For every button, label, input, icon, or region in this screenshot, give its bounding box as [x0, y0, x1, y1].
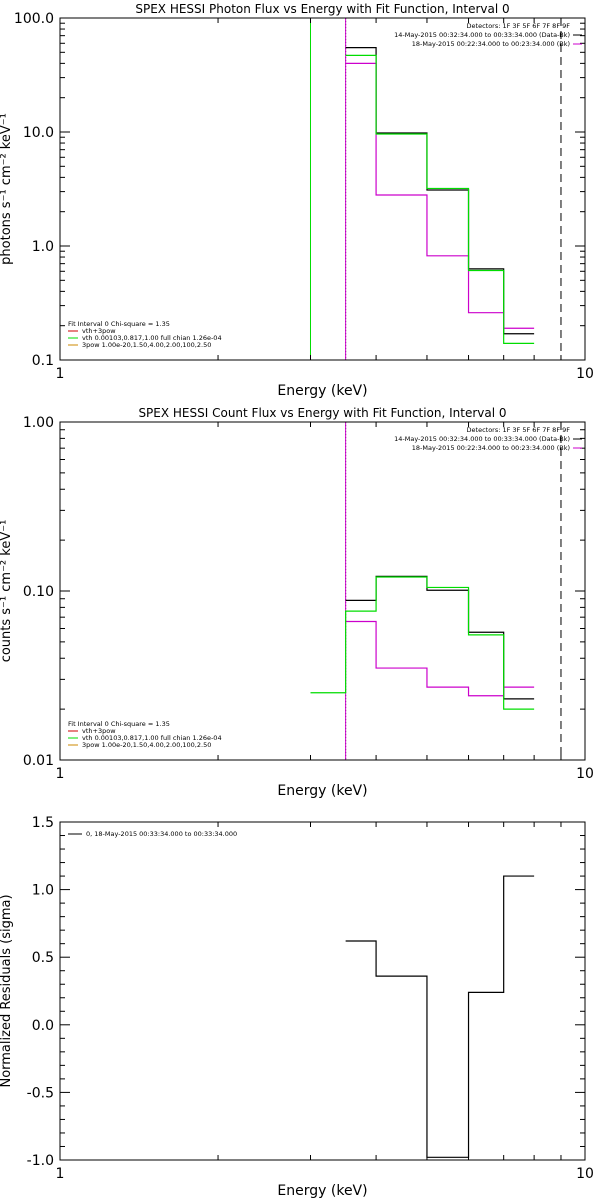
series-bk-line [345, 62, 535, 329]
y-tick-label: 100.0 [14, 11, 54, 27]
legend-top-line: 0, 18-May-2015 00:33:34.000 to 00:33:34.… [86, 830, 237, 838]
fit-legend-entry: vth+3pow [82, 327, 116, 335]
y-tick-label: 0.1 [32, 353, 54, 369]
fit-legend-entry: 3pow 1.00e-20,1.50,4.00,2.00,100,2.50 [82, 341, 211, 349]
legend-top-line: 14-May-2015 00:32:34.000 to 00:33:34.000… [394, 31, 570, 39]
series-bk-line [345, 620, 535, 697]
plot-frame [59, 17, 586, 361]
y-tick-label: -0.5 [27, 1085, 54, 1101]
legend-top-line: Detectors: 1F 3F 5F 6F 7F 8F 9F [467, 426, 571, 434]
y-tick-label: 0.0 [32, 1018, 54, 1034]
y-axis-label: photons s⁻¹ cm⁻² keV⁻¹ [0, 113, 14, 265]
legend-top-line: 14-May-2015 00:32:34.000 to 00:33:34.000… [394, 435, 570, 443]
y-tick-label: 1.0 [32, 239, 54, 255]
fit-legend-entry: 3pow 1.00e-20,1.50,4.00,2.00,100,2.50 [82, 741, 211, 749]
series-fit-line [345, 54, 535, 344]
chart-panel-3: 1 10 -1.0 -0.5 0.0 0.5 1.0 1.5 Energy (keV) Norma… [0, 815, 594, 1199]
fit-legend-entry: vth 0.00103,0.817,1.00 full chian 1.26e-… [82, 734, 222, 742]
y-tick-label: 10.0 [23, 125, 54, 141]
series-data-line [345, 575, 535, 700]
fit-legend-entry: vth 0.00103,0.817,1.00 full chian 1.26e-… [82, 334, 222, 342]
y-tick-label: 0.01 [23, 753, 54, 769]
y-tick-label: -1.0 [27, 1153, 54, 1169]
fit-legend-header: Fit Interval 0 Chi-square = 1.35 [68, 720, 170, 728]
fit-legend-header: Fit Interval 0 Chi-square = 1.35 [68, 320, 170, 328]
y-tick-label: 0.10 [23, 584, 54, 600]
plot-area [345, 875, 535, 1158]
plot-frame [59, 821, 586, 1161]
y-tick-label: 1.5 [32, 815, 54, 831]
plot-frame [59, 421, 586, 761]
x-tick-label: 1 [56, 766, 65, 782]
fit-legend-entry: vth+3pow [82, 727, 116, 735]
x-tick-label: 1 [56, 1166, 65, 1182]
x-tick-label: 10 [576, 1166, 594, 1182]
chart-title: SPEX HESSI Photon Flux vs Energy with Fi… [135, 2, 509, 16]
y-tick-label: 0.5 [32, 950, 54, 966]
x-tick-label: 10 [576, 366, 594, 382]
x-axis-label: Energy (keV) [277, 383, 367, 399]
x-tick-label: 1 [56, 366, 65, 382]
legend-top-line: 18-May-2015 00:22:34.000 to 00:23:34.000… [412, 40, 570, 48]
x-tick-label: 10 [576, 766, 594, 782]
series-residual-line [345, 875, 535, 1158]
legend-top-line: Detectors: 1F 3F 5F 6F 7F 8F 9F [467, 22, 571, 30]
series-data-line [345, 46, 535, 335]
x-axis-label: Energy (keV) [277, 783, 367, 799]
y-axis-label: counts s⁻¹ cm⁻² keV⁻¹ [0, 520, 14, 663]
plot-area [310, 422, 562, 760]
y-tick-label: 1.00 [23, 415, 54, 431]
x-axis-label: Energy (keV) [277, 1183, 367, 1199]
plot-area [309, 18, 562, 360]
y-axis-label: Normalized Residuals (sigma) [0, 894, 14, 1087]
y-tick-label: 1.0 [32, 883, 54, 899]
chart-panel-1: SPEX HESSI Photon Flux vs Energy with Fi… [0, 2, 594, 399]
series-fit-line [310, 576, 535, 710]
chart-title: SPEX HESSI Count Flux vs Energy with Fit… [138, 406, 506, 420]
legend-top-line: 18-May-2015 00:22:34.000 to 00:23:34.000… [412, 444, 570, 452]
chart-panel-2: SPEX HESSI Count Flux vs Energy with Fit… [0, 406, 594, 799]
